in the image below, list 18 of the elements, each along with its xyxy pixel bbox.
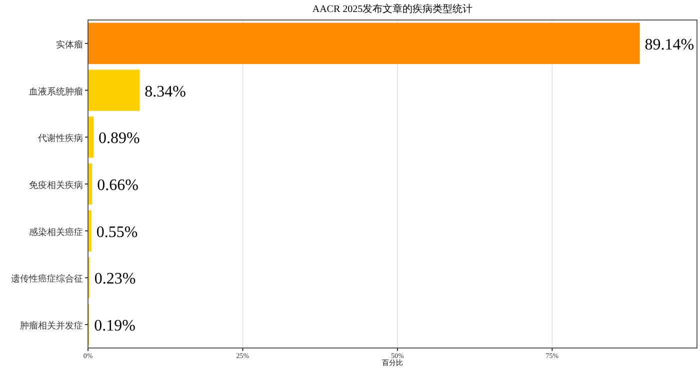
data-label: 0.19%: [94, 318, 136, 335]
data-label: 89.14%: [644, 36, 694, 54]
y-tick-label: 遗传性癌症综合征: [11, 274, 83, 284]
y-tick-label: 肿瘤相关并发症: [20, 320, 83, 331]
y-tick-label: 血液系统肿瘤: [29, 86, 83, 96]
data-label: 0.89%: [98, 130, 140, 148]
data-label: 0.23%: [94, 270, 136, 288]
bar: [88, 22, 640, 64]
data-label: 8.34%: [144, 83, 186, 100]
y-tick-label: 感染相关癌症: [29, 226, 83, 237]
data-label: 0.66%: [97, 177, 138, 194]
chart-title: AACR 2025发布文章的疾病类型统计: [312, 3, 473, 15]
y-tick-label: 代谢性疾病: [37, 133, 83, 144]
bar: [88, 70, 140, 111]
data-label: 0.55%: [96, 224, 138, 241]
y-tick-label: 免疫相关疾病: [29, 180, 83, 190]
y-tick-label: 实体瘤: [56, 39, 83, 50]
bar: [88, 116, 94, 158]
